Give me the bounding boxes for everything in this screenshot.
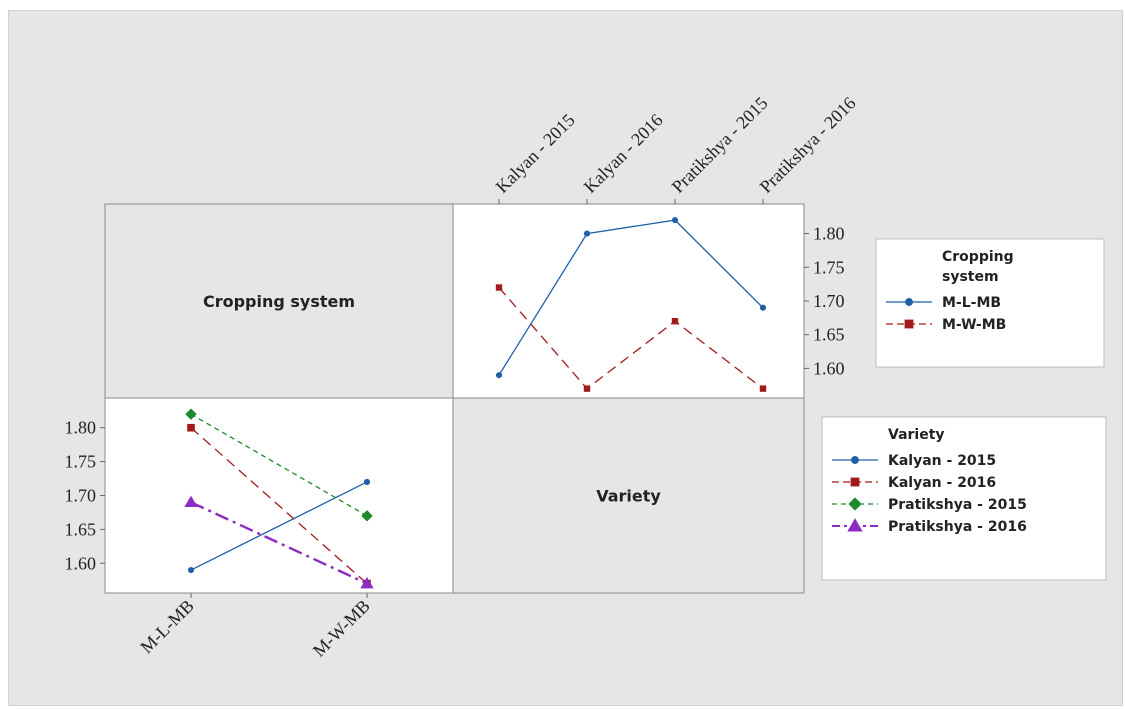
point-variety — [184, 495, 198, 508]
y-tick-label-left: 1.65 — [65, 519, 97, 539]
point-variety — [360, 576, 374, 589]
point-m-w-mb — [495, 284, 503, 291]
point-m-w-mb — [671, 318, 679, 325]
point-variety — [187, 423, 195, 432]
point-m-l-mb — [759, 304, 767, 311]
point-m-w-mb — [583, 385, 591, 392]
legend-variety-title: Variety — [888, 427, 945, 443]
legend-cropping-system-swatch-marker — [905, 298, 913, 306]
diag-cell-cropping — [104, 203, 454, 399]
legend-variety-entry: Kalyan - 2015 — [888, 453, 996, 469]
x-tick-label-variety: Kalyan - 2016 — [580, 110, 667, 197]
panel-by-cropping — [104, 397, 454, 594]
point-variety — [363, 478, 371, 486]
point-m-l-mb — [495, 372, 503, 379]
x-tick-label-cropping: M-W-MB — [309, 596, 374, 661]
legend-cropping-system-title: system — [942, 269, 999, 285]
legend-cropping-system-swatch-marker — [904, 319, 914, 329]
panel-by-variety — [452, 203, 805, 399]
point-m-w-mb — [759, 385, 767, 392]
series-line-variety — [190, 481, 368, 571]
legend-variety-swatch-marker — [847, 518, 863, 532]
x-tick-label-variety: Pratikshya - 2016 — [756, 93, 860, 197]
y-tick-label-right: 1.70 — [813, 291, 845, 311]
point-m-l-mb — [583, 230, 591, 237]
legend-cropping-system-entry: M-W-MB — [942, 317, 1006, 333]
y-tick-label-left: 1.60 — [65, 553, 97, 573]
y-tick-label-right: 1.80 — [813, 224, 845, 244]
legend-variety-entry: Kalyan - 2016 — [888, 475, 996, 491]
series-line-variety — [190, 427, 368, 585]
legend-variety-entry: Pratikshya - 2016 — [888, 519, 1027, 535]
y-tick-label-right: 1.75 — [813, 257, 845, 277]
legend-variety-swatch-marker — [851, 456, 859, 464]
legend-variety — [821, 416, 1107, 581]
series-line-variety — [190, 501, 368, 585]
y-tick-label-left: 1.75 — [65, 452, 97, 472]
legend-cropping-system-entry: M-L-MB — [942, 295, 1001, 311]
point-m-l-mb — [671, 217, 679, 224]
diag-label-cropping: Cropping system — [203, 292, 355, 311]
diag-cell-variety — [452, 397, 805, 594]
y-tick-label-left: 1.80 — [65, 418, 97, 438]
legend-variety-swatch-marker — [848, 497, 862, 511]
point-variety — [185, 408, 197, 420]
chart-frame: Cropping system Variety Kalyan - 2015 Kalya… — [8, 10, 1123, 706]
legend-variety-entry: Pratikshya - 2015 — [888, 497, 1027, 513]
y-tick-label-left: 1.70 — [65, 486, 97, 506]
x-tick-label-cropping: M-L-MB — [136, 596, 198, 658]
legend-variety-swatch-marker — [850, 477, 860, 487]
series-line-variety — [190, 413, 368, 517]
diag-label-variety: Variety — [596, 487, 661, 506]
y-tick-label-right: 1.65 — [813, 325, 845, 345]
x-tick-label-variety: Kalyan - 2015 — [492, 110, 579, 197]
point-variety — [187, 566, 195, 574]
legend-cropping-system — [875, 238, 1105, 368]
series-line-m-l-mb — [498, 219, 764, 376]
y-tick-label-right: 1.60 — [813, 358, 845, 378]
series-line-m-w-mb — [498, 287, 764, 390]
legend-cropping-system-title: Cropping — [942, 249, 1014, 265]
